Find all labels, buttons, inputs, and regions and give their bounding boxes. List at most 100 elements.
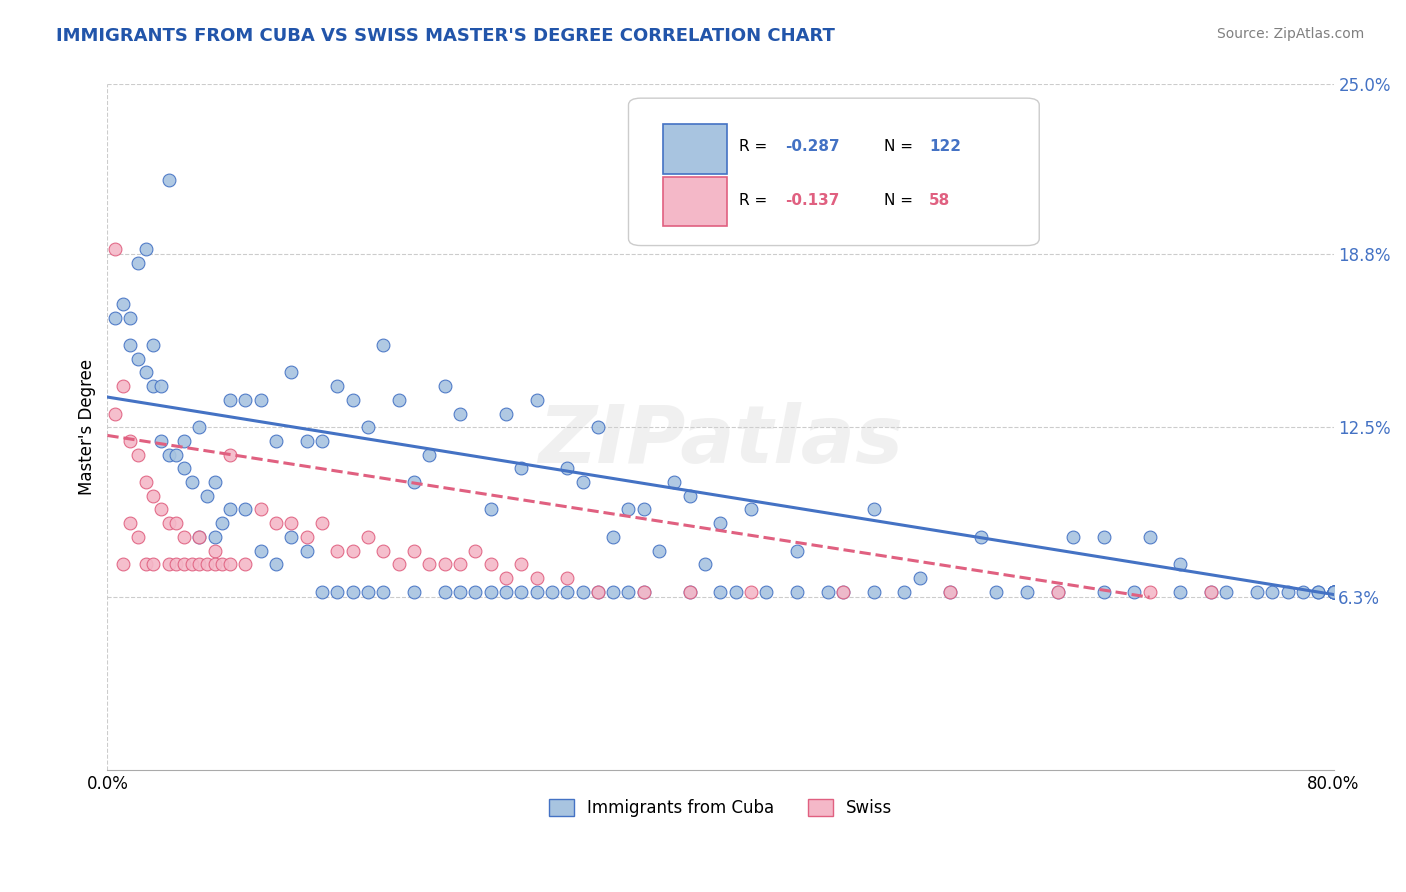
Point	[127, 448, 149, 462]
Point	[740, 584, 762, 599]
Point	[1046, 584, 1069, 599]
Point	[709, 516, 731, 531]
Text: -0.287: -0.287	[786, 138, 839, 153]
Point	[633, 584, 655, 599]
Point	[150, 434, 173, 448]
Point	[280, 365, 302, 379]
Point	[157, 516, 180, 531]
Point	[555, 571, 578, 585]
Point	[142, 489, 165, 503]
Point	[233, 502, 256, 516]
Point	[586, 420, 609, 434]
Point	[173, 530, 195, 544]
Point	[402, 584, 425, 599]
Point	[120, 338, 142, 352]
Point	[862, 584, 884, 599]
Text: -0.137: -0.137	[786, 194, 839, 209]
Point	[295, 543, 318, 558]
Point	[786, 584, 808, 599]
Point	[464, 584, 486, 599]
Point	[373, 543, 395, 558]
Point	[326, 584, 349, 599]
Point	[1322, 584, 1344, 599]
Point	[104, 407, 127, 421]
Point	[165, 558, 187, 572]
Point	[233, 392, 256, 407]
Point	[142, 558, 165, 572]
Point	[173, 558, 195, 572]
Point	[1168, 558, 1191, 572]
Point	[1199, 584, 1222, 599]
Point	[387, 558, 409, 572]
Point	[1092, 530, 1115, 544]
Point	[449, 584, 471, 599]
Point	[1308, 584, 1330, 599]
Point	[1322, 584, 1344, 599]
Point	[219, 558, 242, 572]
Point	[111, 558, 134, 572]
Point	[280, 530, 302, 544]
Point	[1168, 584, 1191, 599]
Point	[387, 392, 409, 407]
Point	[664, 475, 686, 489]
Point	[939, 584, 962, 599]
Point	[970, 530, 993, 544]
FancyBboxPatch shape	[662, 177, 727, 227]
Point	[862, 502, 884, 516]
Point	[571, 475, 593, 489]
Point	[142, 379, 165, 393]
Point	[219, 448, 242, 462]
Point	[724, 584, 747, 599]
Point	[195, 489, 218, 503]
Point	[510, 558, 533, 572]
Point	[204, 543, 226, 558]
Point	[402, 543, 425, 558]
Point	[249, 502, 271, 516]
Point	[188, 420, 211, 434]
Point	[357, 420, 380, 434]
Point	[633, 502, 655, 516]
Point	[180, 475, 202, 489]
Text: R =: R =	[738, 194, 772, 209]
Point	[602, 584, 624, 599]
Point	[342, 584, 364, 599]
Text: R =: R =	[738, 138, 772, 153]
Point	[104, 242, 127, 256]
Point	[433, 379, 456, 393]
Point	[157, 173, 180, 187]
Point	[786, 543, 808, 558]
Point	[526, 571, 548, 585]
Point	[418, 448, 440, 462]
Point	[150, 502, 173, 516]
Point	[555, 584, 578, 599]
Point	[188, 558, 211, 572]
Point	[135, 242, 157, 256]
Legend: Immigrants from Cuba, Swiss: Immigrants from Cuba, Swiss	[543, 792, 898, 823]
Point	[280, 516, 302, 531]
Point	[679, 584, 702, 599]
Point	[679, 584, 702, 599]
Point	[120, 310, 142, 325]
Point	[464, 543, 486, 558]
Point	[1308, 584, 1330, 599]
Point	[1277, 584, 1299, 599]
Point	[165, 448, 187, 462]
Point	[986, 584, 1008, 599]
Point	[111, 297, 134, 311]
Point	[1322, 584, 1344, 599]
FancyBboxPatch shape	[662, 124, 727, 174]
Point	[1046, 584, 1069, 599]
Point	[893, 584, 915, 599]
Point	[1292, 584, 1315, 599]
Point	[479, 502, 502, 516]
Point	[1139, 530, 1161, 544]
Point	[1015, 584, 1038, 599]
Point	[571, 584, 593, 599]
Point	[526, 584, 548, 599]
Point	[740, 502, 762, 516]
Point	[342, 392, 364, 407]
Point	[1123, 584, 1146, 599]
Point	[510, 584, 533, 599]
Point	[264, 516, 287, 531]
Point	[204, 475, 226, 489]
